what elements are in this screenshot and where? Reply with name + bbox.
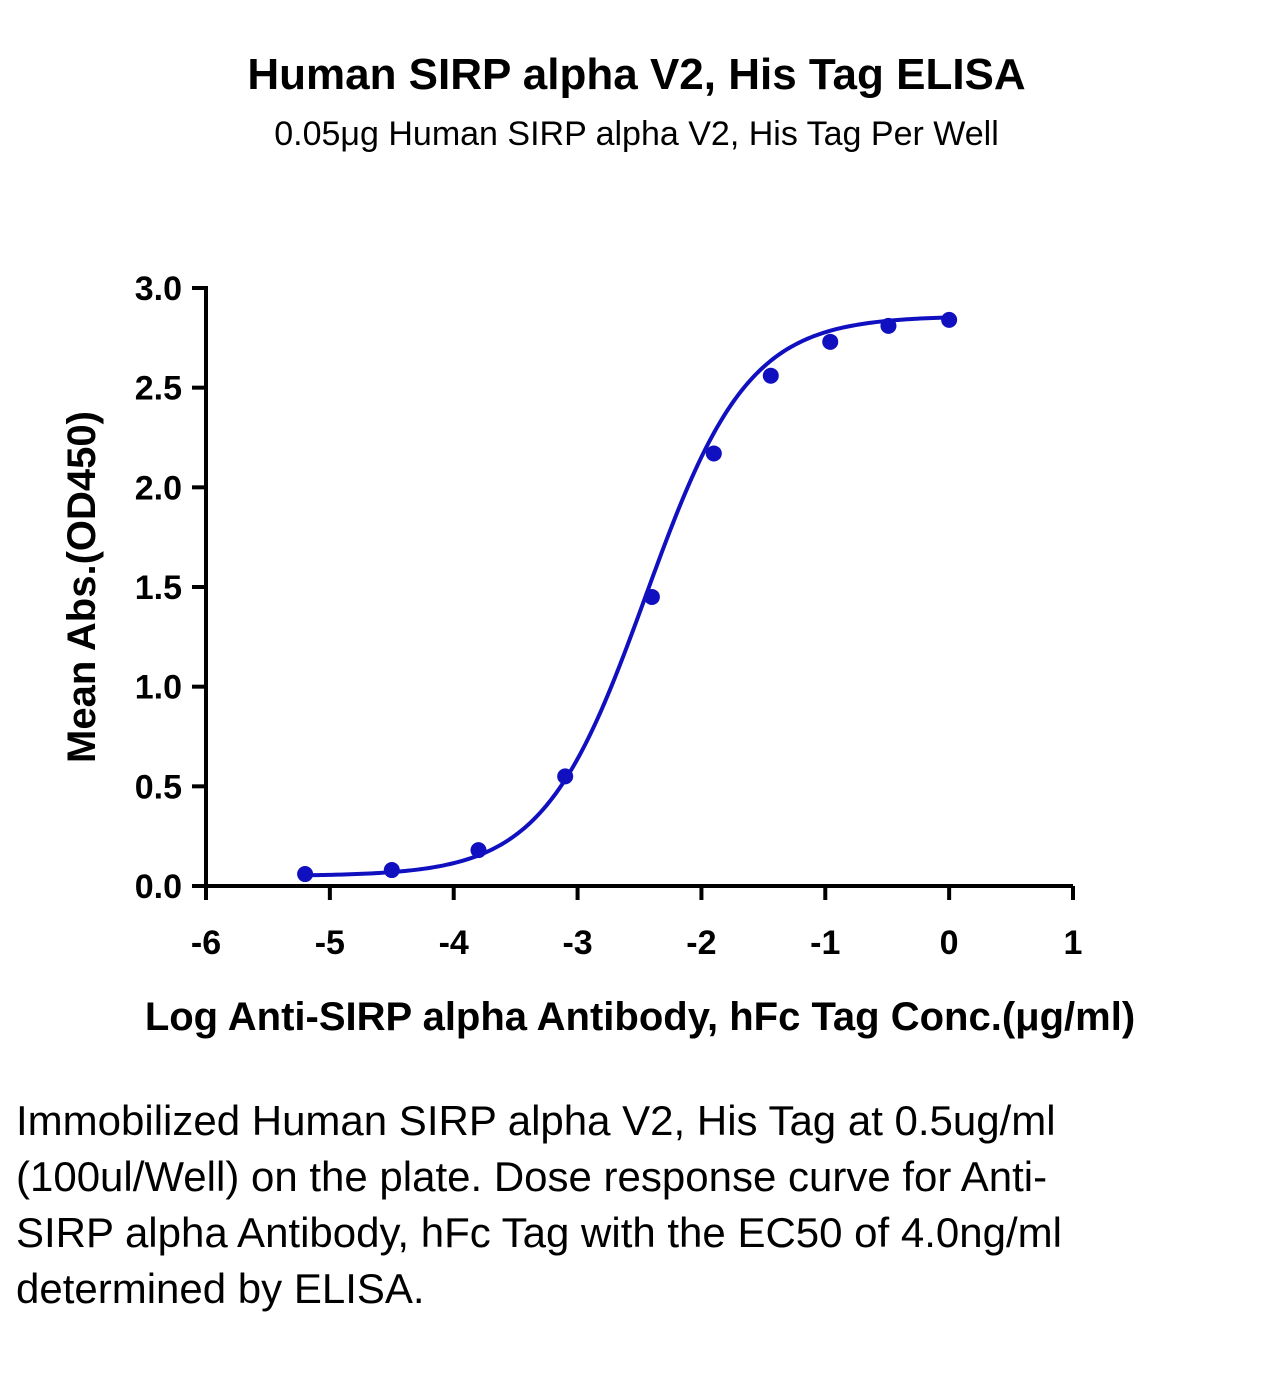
y-tick-label: 1.0 [135, 669, 182, 707]
data-point [822, 333, 839, 350]
chart-subtitle: 0.05μg Human SIRP alpha V2, His Tag Per … [274, 115, 999, 153]
y-tick-label: 0.5 [135, 768, 182, 806]
y-tick-label: 0.0 [135, 868, 182, 906]
chart-title: Human SIRP alpha V2, His Tag ELISA [247, 50, 1026, 99]
caption-text: Immobilized Human SIRP alpha V2, His Tag… [16, 1097, 1062, 1312]
x-tick-label: 0 [940, 924, 959, 962]
y-axis-ticks: 0.0 0.5 1.0 1.5 2.0 2.5 3.0 [135, 270, 206, 906]
data-point [383, 862, 400, 879]
data-point [297, 866, 314, 883]
x-axis-ticks: -6 -5 -4 -3 -2 -1 0 1 [191, 886, 1083, 962]
data-point [705, 445, 722, 462]
chart-plot: -6 -5 -4 -3 -2 -1 0 1 0.0 0.5 1.0 1.5 2.0 2.5 3.0 Log… [60, 270, 1135, 1039]
y-tick-label: 3.0 [135, 270, 182, 308]
y-tick-label: 1.5 [135, 569, 182, 607]
y-tick-label: 2.5 [135, 370, 182, 408]
x-tick-label: -2 [686, 924, 716, 962]
y-tick-label: 2.0 [135, 469, 182, 507]
x-tick-label: -5 [315, 924, 345, 962]
data-point [470, 842, 487, 859]
data-point [643, 588, 660, 605]
data-points [297, 311, 958, 883]
x-tick-label: -1 [810, 924, 840, 962]
x-tick-label: -3 [562, 924, 592, 962]
x-tick-label: 1 [1064, 924, 1083, 962]
data-point [557, 768, 574, 785]
fit-curve [305, 315, 950, 878]
axes [204, 286, 1073, 888]
data-point [941, 311, 958, 328]
x-axis-title: Log Anti-SIRP alpha Antibody, hFc Tag Co… [145, 995, 1135, 1039]
data-point [880, 317, 897, 334]
data-point [762, 367, 779, 384]
x-tick-label: -6 [191, 924, 221, 962]
y-axis-title: Mean Abs.(OD450) [60, 411, 104, 763]
x-tick-label: -4 [439, 924, 469, 962]
